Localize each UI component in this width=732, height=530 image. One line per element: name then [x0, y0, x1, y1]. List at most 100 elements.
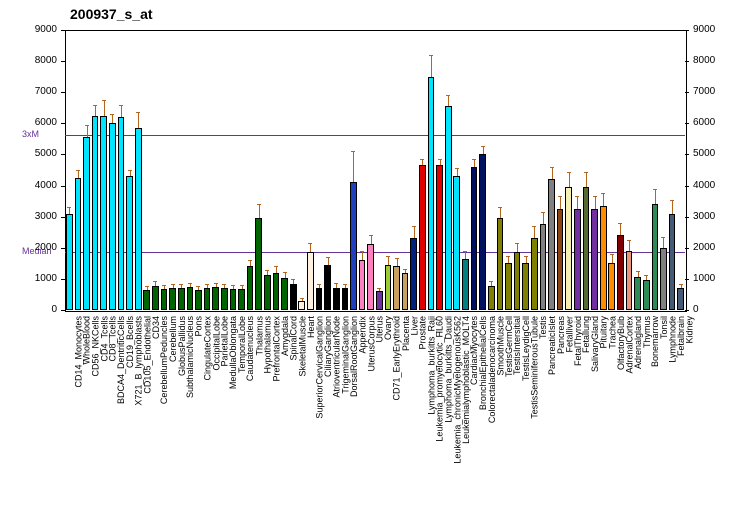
bar: [100, 116, 107, 310]
bar: [643, 280, 650, 310]
bar: [453, 176, 460, 310]
chart-title: 200937_s_at: [70, 6, 153, 22]
error-bar: [431, 55, 432, 77]
error-bar: [543, 212, 544, 224]
bar: [634, 277, 641, 310]
bar: [195, 290, 202, 310]
bar: [402, 273, 409, 310]
error-bar: [552, 167, 553, 179]
y-tick-label-right: 3000: [693, 211, 715, 222]
error-bar: [259, 204, 260, 218]
y-tick-label-right: 4000: [693, 180, 715, 191]
bar: [436, 165, 443, 310]
bar: [376, 291, 383, 310]
error-bar: [87, 125, 88, 137]
y-tick-label-right: 0: [693, 304, 699, 315]
bar: [92, 116, 99, 310]
error-bar: [414, 226, 415, 238]
bar: [290, 284, 297, 310]
y-tick-label: 7000: [0, 86, 57, 97]
bar: [255, 218, 262, 310]
error-bar: [474, 159, 475, 167]
bar: [126, 176, 133, 310]
error-bar: [620, 223, 621, 235]
error-bar: [577, 196, 578, 208]
error-bar: [534, 226, 535, 238]
error-bar: [104, 100, 105, 116]
bar: [118, 117, 125, 310]
bar: [410, 238, 417, 310]
error-bar: [603, 193, 604, 205]
bar: [298, 301, 305, 310]
bar: [342, 288, 349, 310]
bar: [359, 260, 366, 310]
bar: [531, 238, 538, 310]
bar: [471, 167, 478, 310]
bar: [540, 224, 547, 310]
bar: [238, 289, 245, 310]
error-bar: [397, 258, 398, 266]
bar: [247, 266, 254, 310]
error-bar: [672, 200, 673, 214]
bar: [583, 187, 590, 310]
y-tick-label: 5000: [0, 148, 57, 159]
bar: [178, 288, 185, 310]
error-bar: [663, 237, 664, 248]
bar: [497, 218, 504, 310]
bar: [669, 214, 676, 310]
bar: [324, 265, 331, 310]
bar: [479, 154, 486, 310]
probe-expression-chart: 200937_s_at Median 3xM 00100010002000200…: [0, 0, 732, 530]
bar: [608, 263, 615, 310]
threexm-label: 3xM: [22, 129, 39, 139]
y-tick-label: 0: [0, 304, 57, 315]
bar: [333, 288, 340, 310]
error-bar: [465, 251, 466, 259]
error-bar: [655, 189, 656, 205]
y-tick-label: 9000: [0, 24, 57, 35]
bar: [230, 289, 237, 310]
error-bar: [78, 170, 79, 178]
error-bar: [353, 151, 354, 182]
bar: [367, 244, 374, 310]
bar: [135, 128, 142, 310]
bar: [350, 182, 357, 310]
bar: [385, 265, 392, 310]
error-bar: [508, 256, 509, 264]
y-tick-label-right: 5000: [693, 148, 715, 159]
y-tick-label-right: 1000: [693, 273, 715, 284]
error-bar: [595, 196, 596, 208]
y-tick-label: 4000: [0, 180, 57, 191]
bar: [273, 273, 280, 310]
error-bar: [526, 256, 527, 264]
y-tick-label: 3000: [0, 211, 57, 222]
error-bar: [517, 243, 518, 252]
bar: [548, 179, 555, 310]
bar: [143, 290, 150, 310]
error-bar: [612, 254, 613, 263]
bar: [419, 165, 426, 310]
error-bar: [483, 146, 484, 154]
error-bar: [586, 172, 587, 188]
bar: [574, 209, 581, 310]
bar: [557, 209, 564, 310]
error-bar: [138, 112, 139, 128]
bar: [505, 263, 512, 310]
error-bar: [629, 240, 630, 251]
error-bar: [448, 95, 449, 106]
y-tick-label: 8000: [0, 55, 57, 66]
bar: [307, 252, 314, 310]
bar: [109, 123, 116, 310]
y-tick-label-right: 7000: [693, 86, 715, 97]
bar: [617, 235, 624, 310]
bar: [677, 288, 684, 310]
y-tick-label-right: 8000: [693, 55, 715, 66]
bar: [83, 137, 90, 310]
bar: [428, 77, 435, 310]
x-tick-label: Kidney: [685, 316, 695, 344]
bar: [565, 187, 572, 310]
error-bar: [121, 105, 122, 117]
bar: [204, 288, 211, 310]
error-bar: [112, 114, 113, 123]
bar: [66, 214, 73, 310]
